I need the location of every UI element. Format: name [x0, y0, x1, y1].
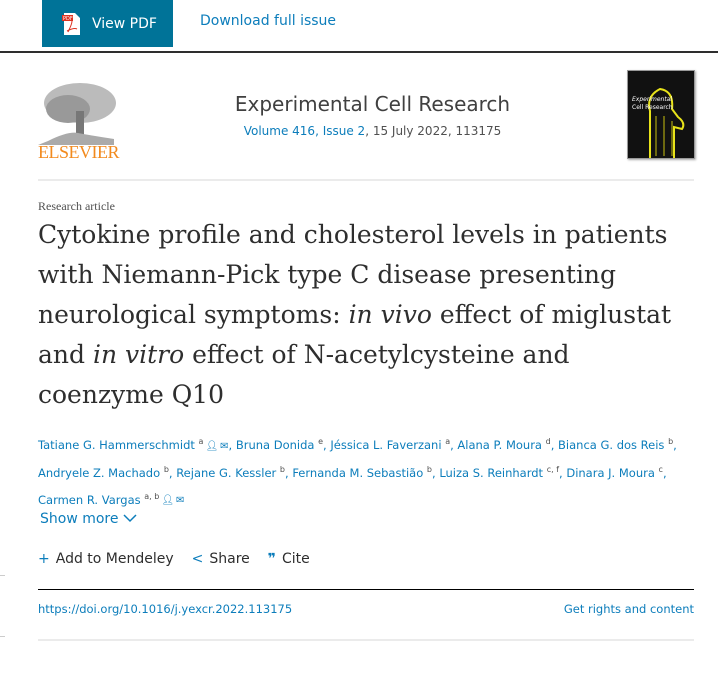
author-list: Tatiane G. Hammerschmidt a 👤︎ ✉, Bruna Don…: [38, 437, 677, 507]
article-type: Research article: [38, 199, 115, 213]
issue-date: , 15 July 2022, 113175: [365, 124, 502, 138]
elsevier-wordmark: ELSEVIER: [38, 142, 120, 162]
author-link[interactable]: Tatiane G. Hammerschmidt: [38, 437, 195, 452]
cite-button[interactable]: ❞ Cite: [267, 551, 310, 567]
author-link[interactable]: Fernanda M. Sebastião: [292, 465, 424, 480]
share-icon: <: [191, 551, 204, 567]
affiliation-sup[interactable]: b: [668, 437, 674, 446]
doi-link[interactable]: https://doi.org/10.1016/j.yexcr.2022.113…: [38, 602, 293, 616]
author-link[interactable]: Jéssica L. Faverzani: [330, 437, 442, 452]
affiliation-sup[interactable]: a: [198, 437, 204, 446]
svg-text:PDF: PDF: [63, 16, 73, 22]
pdf-icon: PDF: [62, 12, 80, 35]
email-icon[interactable]: ✉: [220, 440, 229, 452]
affiliation-sup[interactable]: a, b: [144, 491, 160, 501]
person-icon[interactable]: 👤︎: [161, 495, 175, 507]
chevron-down-icon: [123, 514, 137, 523]
divider: [38, 179, 694, 181]
author-link[interactable]: Alana P. Moura: [457, 437, 542, 452]
email-icon[interactable]: ✉: [176, 495, 185, 507]
affiliation-sup[interactable]: c, f: [546, 464, 560, 474]
get-rights-link[interactable]: Get rights and content: [563, 602, 694, 616]
elsevier-tree-logo: [38, 83, 116, 145]
journal-cover-image[interactable]: Experimental Cell Research: [627, 70, 695, 159]
affiliation-sup[interactable]: c: [658, 464, 663, 474]
divider: [38, 589, 694, 590]
article-actions: + Add to Mendeley < Share ❞ Cite: [38, 551, 310, 567]
divider: [38, 639, 694, 641]
journal-issue-info: Volume 416, Issue 2, 15 July 2022, 11317…: [180, 124, 565, 138]
quote-icon: ❞: [267, 551, 277, 567]
add-to-mendeley-button[interactable]: + Add to Mendeley: [38, 551, 174, 567]
author-link[interactable]: Carmen R. Vargas: [38, 492, 141, 507]
volume-issue-link[interactable]: Volume 416, Issue 2: [243, 124, 366, 138]
author-link[interactable]: Bianca G. dos Reis: [558, 437, 665, 452]
person-icon[interactable]: 👤︎: [205, 440, 219, 452]
side-tick: [0, 636, 5, 637]
download-full-issue-link[interactable]: Download full issue: [200, 13, 337, 29]
author-link[interactable]: Bruna Donida: [235, 437, 315, 452]
svg-text:Experimental: Experimental: [632, 96, 672, 103]
show-more-button[interactable]: Show more: [40, 511, 137, 527]
affiliation-sup[interactable]: d: [545, 437, 551, 446]
affiliation-sup[interactable]: e: [318, 437, 324, 446]
view-pdf-label: View PDF: [92, 15, 157, 32]
share-button[interactable]: < Share: [191, 551, 250, 567]
affiliation-sup[interactable]: b: [163, 464, 169, 474]
author-link[interactable]: Andryele Z. Machado: [38, 465, 161, 480]
article-title: Cytokine profile and cholesterol levels …: [38, 220, 672, 409]
show-more-label: Show more: [40, 511, 119, 527]
affiliation-sup[interactable]: a: [445, 437, 451, 446]
author-link[interactable]: Luiza S. Reinhardt: [439, 465, 544, 480]
author-link[interactable]: Rejane G. Kessler: [176, 465, 277, 480]
view-pdf-button[interactable]: PDF View PDF: [42, 0, 173, 47]
journal-title[interactable]: Experimental Cell Research: [234, 92, 511, 116]
author-link[interactable]: Dinara J. Moura: [566, 465, 655, 480]
affiliation-sup[interactable]: b: [279, 464, 285, 474]
plus-icon: +: [38, 551, 50, 567]
top-toolbar: [0, 0, 718, 53]
svg-text:Cell Research: Cell Research: [632, 104, 673, 111]
affiliation-sup[interactable]: b: [426, 464, 432, 474]
side-tick: [0, 575, 5, 576]
